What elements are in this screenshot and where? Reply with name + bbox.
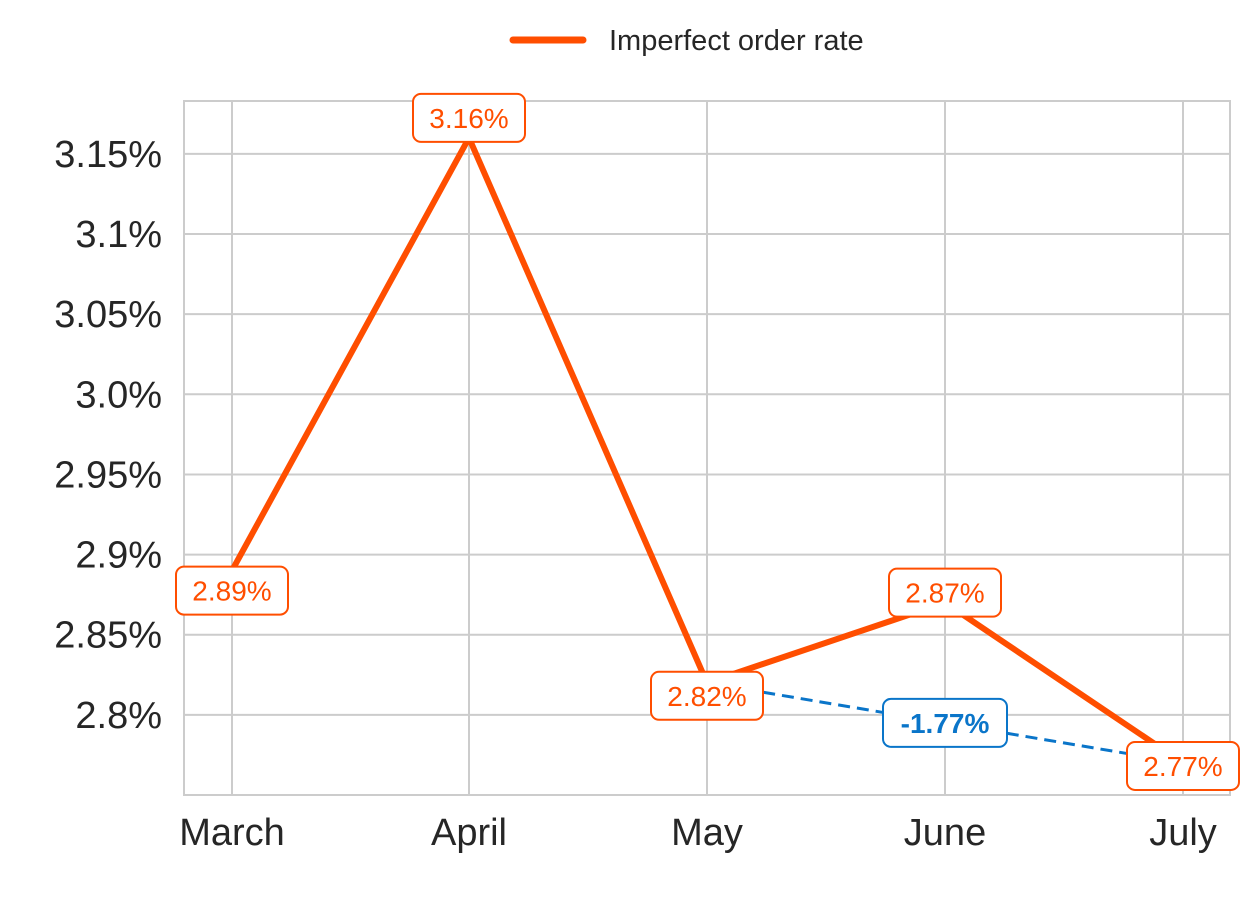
data-labels: 2.89% 3.16% 2.82% 2.87% 2.77% xyxy=(175,92,1240,791)
legend-label: Imperfect order rate xyxy=(609,25,864,57)
x-tick-label: July xyxy=(1149,812,1217,854)
change-annotation: -1.77% xyxy=(706,681,1184,765)
x-tick-label: May xyxy=(671,812,743,854)
grid-lines xyxy=(184,101,1230,795)
y-tick-label: 3.1% xyxy=(75,214,162,256)
x-tick-label: March xyxy=(179,812,285,854)
y-tick-label: 3.0% xyxy=(75,374,162,416)
data-label-box xyxy=(888,567,1002,618)
data-label: 3.16% xyxy=(429,103,508,134)
data-label-box xyxy=(650,670,764,721)
data-label-box xyxy=(1126,740,1240,791)
data-label: 2.77% xyxy=(1143,751,1222,782)
change-annotation-label: -1.77% xyxy=(901,708,990,739)
y-tick-label: 2.8% xyxy=(75,695,162,737)
y-tick-label: 2.95% xyxy=(54,454,162,496)
x-tick-label: April xyxy=(431,812,507,854)
y-tick-label: 2.85% xyxy=(54,615,162,657)
plot-border xyxy=(183,100,1231,796)
data-label: 2.82% xyxy=(667,681,746,712)
y-tick-label: 3.15% xyxy=(54,134,162,176)
data-label-box xyxy=(175,565,289,616)
change-annotation-line xyxy=(706,681,1184,765)
data-label: 2.89% xyxy=(192,576,271,607)
plot-frame xyxy=(183,100,1231,796)
data-label: 2.87% xyxy=(905,578,984,609)
y-tick-label: 2.9% xyxy=(75,535,162,577)
y-tick-label: 3.05% xyxy=(54,294,162,336)
change-annotation-box xyxy=(882,697,1008,748)
axis-tick-labels: 2.8% 2.85% 2.9% 2.95% 3.0% 3.05% 3.1% 3.15% Marc… xyxy=(54,134,1217,854)
data-label-box xyxy=(412,92,526,143)
x-tick-label: June xyxy=(904,812,986,854)
legend: Imperfect order rate xyxy=(509,25,864,57)
